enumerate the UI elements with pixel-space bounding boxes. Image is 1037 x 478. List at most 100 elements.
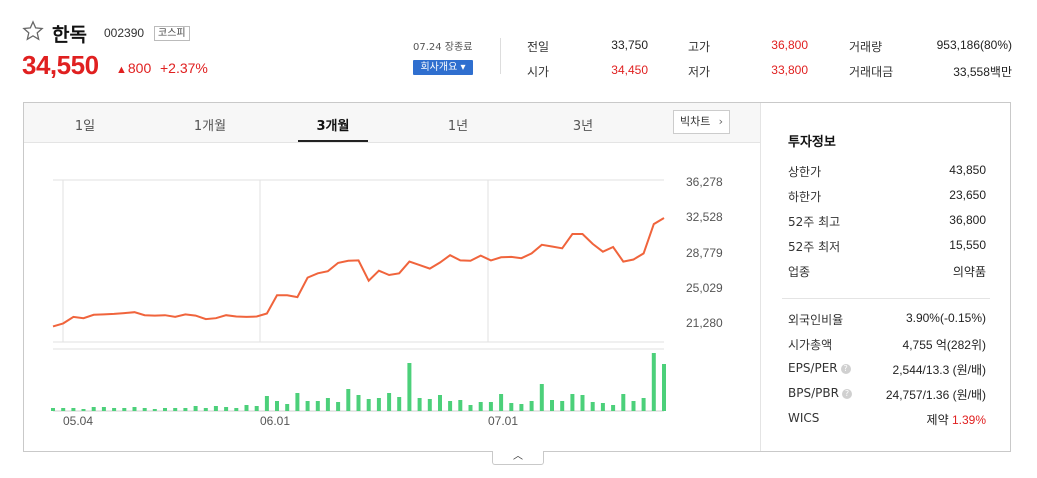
volume-bar [315,401,320,411]
eps-per-label: EPS/PER? [788,361,851,375]
volume-bar [509,403,514,411]
volume-bar [621,394,626,411]
wics-label: WICS [788,411,820,425]
current-price: 34,550 [22,50,99,80]
industry-label: 업종 [788,265,811,279]
y-tick-label: 28,779 [686,246,723,260]
wics-rate: 1.39% [951,413,986,427]
volume-bar [570,394,575,411]
volume-bar [417,398,422,411]
volume-value: 953,186(80%) [936,38,1012,52]
volume-bar [631,401,636,411]
lower-limit-label: 하한가 [788,190,822,204]
volume-bar [325,398,330,411]
active-tab-indicator [298,140,368,142]
low-label: 저가 [688,65,711,79]
volume-bar [254,406,259,411]
volume-bar [295,393,300,411]
x-tick-label: 05.04 [63,414,94,428]
company-overview-button[interactable]: 회사개요 ▾ [413,60,473,75]
price-change: ▲800 [116,60,151,76]
tab-1year[interactable]: 1년 [447,119,469,134]
volume-bar [275,401,279,411]
info-divider [782,298,990,299]
volume-bar [193,406,198,411]
amount-value: 33,558백만 [953,65,1012,79]
y-tick-label: 32,528 [686,210,723,224]
volume-bar [458,400,463,411]
wics-sector: 제약 [926,413,949,427]
market-closed-label: 07.24 장종료 [413,42,473,53]
volume-bar [234,408,239,411]
low-value: 33,800 [771,63,808,77]
volume-bar [397,397,402,411]
market-cap-value: 4,755 억(282위) [902,338,986,352]
volume-bar [356,395,361,411]
stock-code: 002390 [104,26,145,40]
change-amount: 800 [127,60,152,76]
volume-bar [163,408,167,411]
lower-limit-value: 23,650 [949,188,986,202]
volume-bar [427,399,432,411]
volume-bar [529,401,534,411]
collapse-button[interactable]: ︿ [492,451,544,465]
market-badge: 코스피 [154,26,190,41]
volume-bar [91,407,96,411]
tab-3months[interactable]: 3개월 [316,119,350,134]
volume-bar [519,404,524,411]
volume-bar [580,395,585,411]
period-tabs [24,103,760,143]
volume-bar [611,405,616,411]
volume-bar [499,394,504,411]
52w-high-label: 52주 최고 [788,215,841,229]
tab-3years[interactable]: 3년 [572,119,594,134]
big-chart-button[interactable]: 빅차트 › [673,110,730,134]
volume-bar [336,402,341,411]
upper-limit-value: 43,850 [949,163,986,177]
x-tick-label: 07.01 [488,414,519,428]
help-icon[interactable]: ? [841,389,852,399]
amount-label: 거래대금 [849,65,894,79]
volume-bar [61,408,66,411]
volume-bar [203,408,208,411]
company-overview-label: 회사개요 [420,62,458,73]
volume-bar [264,396,269,411]
volume-bar [51,408,55,411]
big-chart-label: 빅차트 [680,115,711,128]
help-icon[interactable]: ? [840,364,851,374]
tab-1month[interactable]: 1개월 [193,119,227,134]
high-value: 36,800 [771,38,808,52]
eps-per-text: EPS/PER [788,361,838,375]
volume-bar [590,402,595,411]
volume-bar [478,402,483,411]
high-label: 고가 [688,40,711,54]
volume-bar [651,353,656,411]
chevron-up-icon: ︿ [513,451,523,462]
volume-bar [438,395,442,411]
eps-per-value: 2,544/13.3 (원/배) [892,363,986,377]
volume-bar [448,401,453,411]
bps-pbr-value: 24,757/1.36 (원/배) [885,388,986,402]
volume-bar [468,405,473,411]
tab-1day[interactable]: 1일 [74,119,96,134]
favorite-star-icon[interactable] [22,20,44,42]
volume-bar [376,398,381,411]
volume-bar [387,393,392,411]
volume-bar [488,402,493,411]
volume-bar [407,363,412,411]
chevron-right-icon: › [718,115,723,128]
volume-bar [244,405,249,411]
stock-name: 한독 [52,24,87,46]
open-value: 34,450 [611,63,648,77]
volume-bar [122,408,127,411]
upper-limit-label: 상한가 [788,165,822,179]
investment-info-title: 투자정보 [788,135,836,150]
volume-label: 거래량 [849,40,883,54]
prev-close-label: 전일 [527,40,550,54]
volume-bar [142,408,147,411]
bps-pbr-label: BPS/PBR? [788,386,852,400]
volume-bar [81,409,86,411]
y-tick-label: 25,029 [686,281,723,295]
change-rate: +2.37% [160,60,208,76]
volume-bar [213,406,218,411]
